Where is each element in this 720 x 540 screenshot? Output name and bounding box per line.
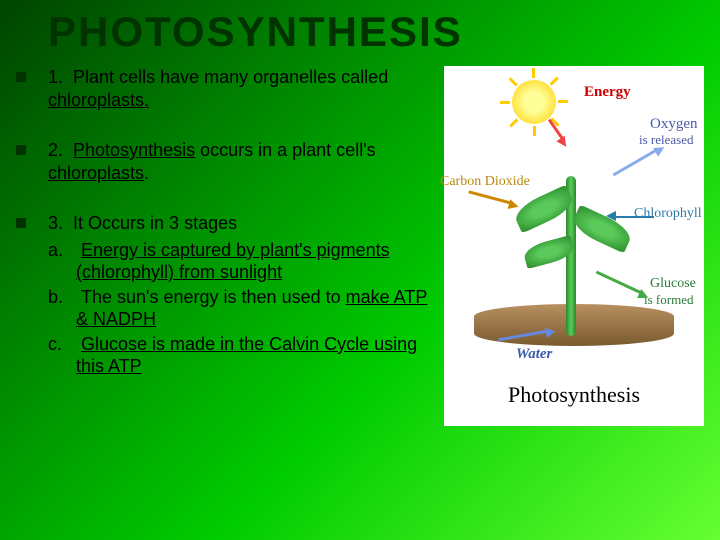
sun-ray [500,101,510,104]
text: The sun's energy is then used to [81,287,346,307]
underlined-text: Glucose is made in the Calvin Cycle usin… [76,334,417,377]
label-glucose: Glucose [650,276,696,292]
text: occurs in a plant cell's [195,140,376,160]
sun-core [512,80,556,124]
arrow-glucose [596,271,643,295]
bullet-icon [16,72,26,82]
item-number: 3. [48,213,63,233]
item-text: 3. It Occurs in 3 stages a. Energy is ca… [48,212,436,378]
diagram-caption: Photosynthesis [444,376,704,408]
sun-ray [509,118,518,127]
arrow-co2 [468,190,511,204]
sun-ray [532,68,535,78]
list-item: 1. Plant cells have many organelles call… [16,66,436,111]
label-energy: Energy [584,84,631,101]
sun-ray [550,77,559,86]
sub-item: a. Energy is captured by plant's pigment… [48,239,436,284]
sub-text: The sun's energy is then used to make AT… [76,286,436,331]
text: Plant cells have many organelles called [73,67,388,87]
label-oxygen: Oxygen [650,116,698,133]
sun-ray [558,100,568,103]
arrow-oxygen [613,149,658,177]
sun-ray [509,77,518,86]
label-water: Water [516,346,552,363]
content-row: 1. Plant cells have many organelles call… [0,56,720,426]
label-chlorophyll: Chlorophyll [634,206,702,222]
sub-item: c. Glucose is made in the Calvin Cycle u… [48,333,436,378]
text: . [144,163,149,183]
underlined-text: chloroplasts. [48,90,149,110]
underlined-text: Photosynthesis [73,140,195,160]
label-oxygen2: is released [639,132,694,148]
page-title: PHOTOSYNTHESIS [0,0,720,56]
underlined-text: chloroplasts [48,163,144,183]
item-number: 2. [48,140,63,160]
bullet-icon [16,218,26,228]
bullet-icon [16,145,26,155]
text-column: 1. Plant cells have many organelles call… [16,66,436,426]
list-item: 2. Photosynthesis occurs in a plant cell… [16,139,436,184]
sub-list: a. Energy is captured by plant's pigment… [48,239,436,378]
sub-text: Glucose is made in the Calvin Cycle usin… [76,333,436,378]
item-number: 1. [48,67,63,87]
diagram-panel: Energy Oxygen is released Carbon Dioxide… [444,66,704,426]
sun-ray [533,126,536,136]
sub-item: b. The sun's energy is then used to make… [48,286,436,331]
underlined-text: Energy is captured by plant's pigments (… [76,240,390,283]
diagram-canvas: Energy Oxygen is released Carbon Dioxide… [444,66,704,376]
sub-text: Energy is captured by plant's pigments (… [76,239,436,284]
label-glucose2: is formed [644,292,693,308]
list-item: 3. It Occurs in 3 stages a. Energy is ca… [16,212,436,378]
sub-letter: a. [48,239,76,284]
sun-icon [504,72,564,132]
text: It Occurs in 3 stages [73,213,237,233]
sub-letter: b. [48,286,76,331]
item-text: 1. Plant cells have many organelles call… [48,66,436,111]
label-co2: Carbon Dioxide [440,174,530,190]
leaf-shape [569,205,634,254]
item-text: 2. Photosynthesis occurs in a plant cell… [48,139,436,184]
sub-letter: c. [48,333,76,378]
